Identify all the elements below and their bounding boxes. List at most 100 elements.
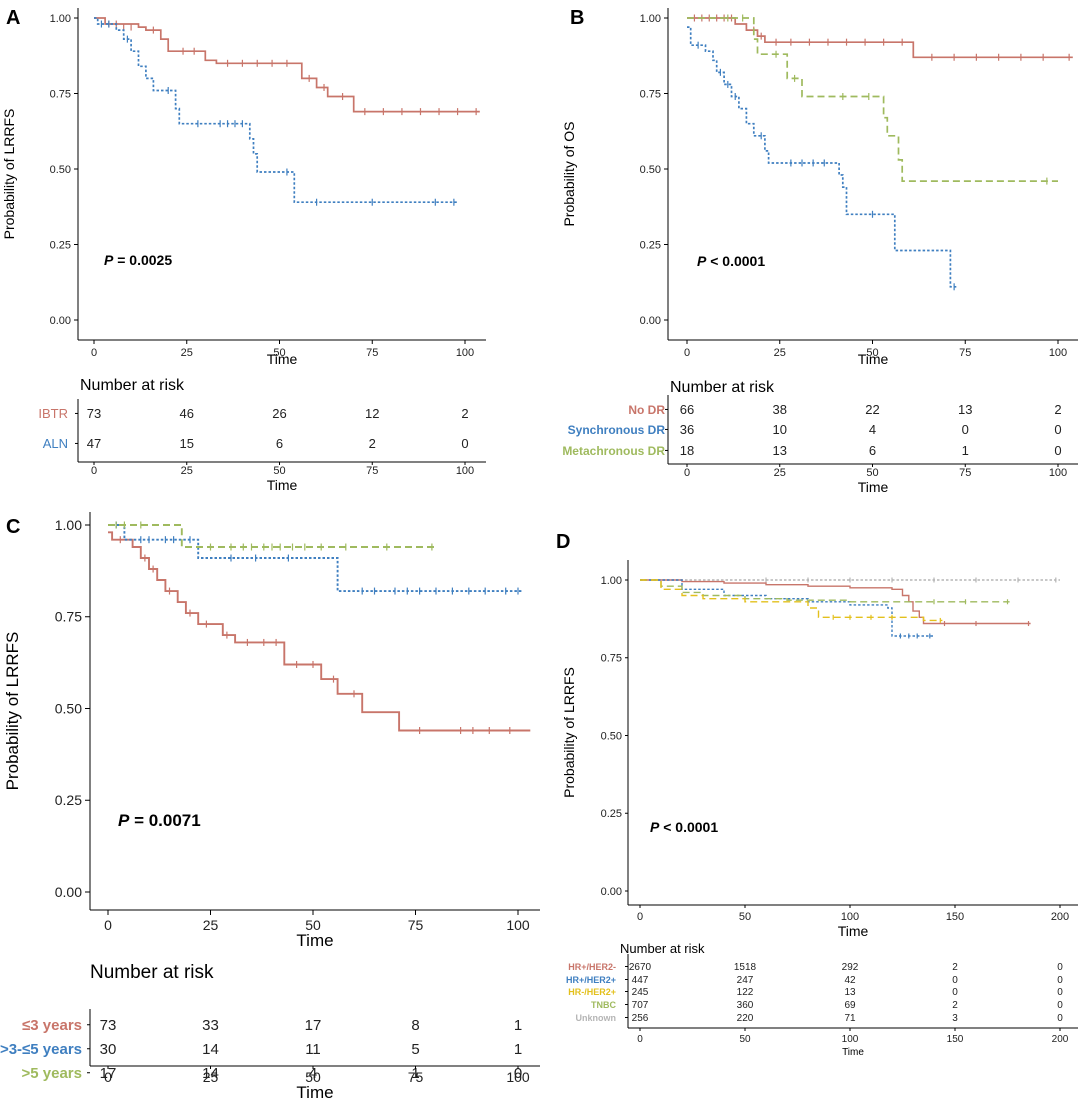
panel-d-risk-value: 2 [952,1000,958,1011]
panel-b-y-tick-label: 0.00 [640,315,661,327]
panel-b-risk-value: 6 [869,443,876,458]
panel-c-y-tick-label: 0.75 [55,609,82,625]
panel-d-risk-value: 292 [842,962,859,973]
panel-b-y-tick-label: 1.00 [640,13,661,25]
panel-c-y-tick-label: 0.25 [55,792,82,808]
panel-b-risk-label-metachronous-dr: Metachronous DR [562,444,665,458]
panel-c-risk-value: 8 [411,1017,419,1034]
panel-d-risk-value: 122 [737,987,754,998]
panel-b-risk-value: 0 [962,422,969,437]
panel-a-y-tick-label: 0.00 [50,315,71,327]
panel-c-risk-value: 4 [309,1065,317,1082]
panel-d-risk-value: 2670 [629,962,652,973]
panel-a-x-tick-label: 25 [181,347,193,359]
panel-b-risk-title: Number at risk [670,379,775,396]
panel-d-x-tick-label: 50 [739,911,751,923]
panel-b-y-tick-label: 0.25 [640,239,661,251]
panel-a-x-tick-label: 100 [456,347,474,359]
panel-d-risk-value: 3 [952,1013,958,1024]
panel-a-y-tick-label: 1.00 [50,13,71,25]
panel-b-x-tick-label: 25 [774,347,786,359]
panel-c-risk-title: Number at risk [90,962,214,983]
panel-c-risk-value: 17 [305,1017,322,1034]
panel-d-risk-label-hr-her2: HR-/HER2+ [568,987,616,997]
panel-b-p-symbol: P [697,253,707,269]
panel-d-risk-value: 69 [844,1000,856,1011]
panel-d-p-symbol: P [650,819,660,835]
panel-c-series-3-years-curve [108,531,531,732]
panel-d-p-value: P < 0.0001 [650,819,718,835]
panel-a-series-aln-curve [94,17,458,204]
panel-a-p-symbol: P [104,252,114,268]
panel-c-x-tick-label: 25 [203,917,219,933]
panel-a-risk-value: 15 [180,436,194,451]
panel-b-risk-x-axis-label: Time [858,479,889,495]
panel-b-risk-label-no-dr: No DR [628,403,665,417]
panel-d-risk-value: 0 [1057,1000,1063,1011]
panel-c-risk-x-tick-label: 75 [408,1069,424,1085]
panel-a-x-tick-label: 75 [366,347,378,359]
panel-b-p-value-text: < 0.0001 [706,253,765,269]
panel-a-risk-x-tick-label: 25 [181,465,193,477]
panel-b-risk-x-tick-label: 25 [774,467,786,479]
panel-c-x-axis-label: Time [296,931,333,950]
panel-d-series-hr-her2-curve [640,579,1031,625]
panel-b-series-synchronous-dr-curve [687,26,958,288]
panel-b-risk-label-synchronous-dr: Synchronous DR [568,423,666,437]
panel-b-risk-x-tick-label: 100 [1049,467,1067,479]
panel-d-risk-x-tick-label: 150 [947,1034,964,1045]
panel-d-risk-value: 220 [737,1013,754,1024]
panel-d-x-axis-label: Time [838,923,869,939]
panel-d-risk-label-unknown: Unknown [576,1013,617,1023]
panel-a-risk-label-ibtr: IBTR [38,406,68,421]
panel-d-risk-value: 0 [952,987,958,998]
panel-b-risk-value: 0 [1054,443,1061,458]
panel-a-risk-value: 2 [461,406,468,421]
panel-d-risk-value: 13 [844,987,856,998]
panel-d-y-tick-label: 1.00 [601,575,622,587]
panel-d-risk-x-axis-label: Time [842,1047,864,1058]
panel-b-risk-value: 36 [680,422,694,437]
panel-c-y-tick-label: 0.00 [55,884,82,900]
panel-b-series-no-dr-curve [687,17,1073,59]
panel-d-risk-value: 245 [632,987,649,998]
panel-d-risk-value: 0 [1057,1013,1063,1024]
panel-a-risk-x-tick-label: 75 [366,465,378,477]
panel-letter-b: B [570,7,584,29]
panel-b-x-axis-label: Time [858,351,889,367]
panel-letter-d: D [556,531,570,553]
panel-b-x-tick-label: 75 [959,347,971,359]
panel-d-risk-x-tick-label: 0 [637,1034,643,1045]
panel-b-risk-value: 22 [865,402,879,417]
panel-c-x-tick-label: 0 [104,917,112,933]
panel-a-risk-x-tick-label: 50 [273,465,285,477]
panel-a-risk-value: 6 [276,436,283,451]
panel-b-x-tick-label: 50 [866,347,878,359]
panel-c-p-value: P = 0.0071 [118,811,201,830]
panel-c-x-tick-label: 100 [506,917,530,933]
panel-d-y-tick-label: 0.00 [601,886,622,898]
panel-b-risk-value: 18 [680,443,694,458]
panel-d-x-tick-label: 150 [946,911,964,923]
panel-c-risk-value: 14 [202,1041,219,1058]
panel-c-risk-value: 11 [305,1041,321,1058]
panel-c-y-tick-label: 1.00 [55,517,82,533]
panel-c-risk-value: 1 [514,1017,522,1034]
panel-c-series-5-years-curve [108,524,436,548]
panel-b-y-axis-label: Probability of OS [561,121,577,226]
panel-a-risk-value: 26 [272,406,286,421]
panel-c-y-axis-label: Probability of LRRFS [3,632,22,791]
panel-c-x-tick-label: 75 [408,917,424,933]
panel-d-series-tnbc-curve [640,579,1010,603]
panel-c-risk-value: 17 [100,1065,117,1082]
panel-a-risk-value: 46 [180,406,194,421]
panel-a-p-value-text: = 0.0025 [113,252,172,268]
panel-c-risk-x-axis-label: Time [296,1083,333,1100]
panel-b-y-tick-label: 0.50 [640,164,661,176]
panel-d-x-tick-label: 200 [1051,911,1069,923]
panel-a-y-tick-label: 0.50 [50,164,71,176]
panel-b-risk-value: 38 [773,402,787,417]
panel-letter-c: C [6,516,20,538]
